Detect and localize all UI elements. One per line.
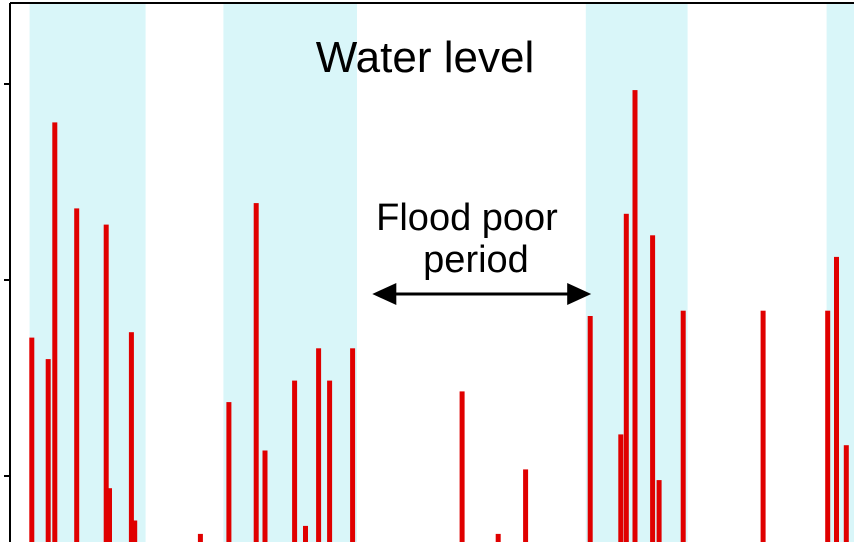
bar bbox=[45, 359, 51, 542]
shaded-bands bbox=[29, 4, 854, 542]
bar bbox=[74, 208, 80, 542]
bar bbox=[825, 310, 831, 542]
bar bbox=[350, 348, 356, 542]
bar bbox=[656, 480, 662, 542]
bar bbox=[103, 224, 109, 542]
flood-poor-period-annotation: Flood poor period bbox=[372, 197, 592, 305]
axes bbox=[4, 2, 854, 542]
bar bbox=[760, 310, 766, 542]
shaded-band bbox=[223, 4, 357, 542]
bars bbox=[29, 90, 849, 542]
bar bbox=[623, 213, 629, 542]
bar bbox=[495, 533, 501, 542]
annotation-line-1: Flood poor bbox=[376, 197, 558, 239]
chart-title: Water level bbox=[316, 33, 534, 82]
bar bbox=[107, 488, 112, 542]
bar bbox=[834, 256, 839, 542]
bar bbox=[650, 235, 656, 542]
bar bbox=[587, 316, 593, 542]
bar bbox=[132, 520, 138, 542]
bar bbox=[523, 469, 529, 542]
annotation-line-2: period bbox=[423, 239, 529, 281]
bar bbox=[292, 380, 298, 542]
bar bbox=[680, 310, 686, 542]
bar bbox=[316, 348, 322, 542]
bar bbox=[197, 533, 203, 542]
bar bbox=[618, 434, 624, 542]
bar bbox=[262, 450, 268, 542]
bar bbox=[29, 337, 35, 542]
bar bbox=[303, 525, 308, 542]
arrow-head-left bbox=[372, 283, 397, 305]
bar bbox=[327, 380, 333, 542]
bar bbox=[843, 445, 849, 542]
bar bbox=[632, 90, 638, 542]
bar bbox=[459, 391, 465, 542]
bar bbox=[52, 122, 58, 542]
arrow-head-right bbox=[567, 283, 592, 305]
bar bbox=[226, 402, 232, 542]
shaded-band bbox=[826, 4, 854, 542]
bar bbox=[128, 332, 134, 542]
bar bbox=[253, 203, 259, 542]
